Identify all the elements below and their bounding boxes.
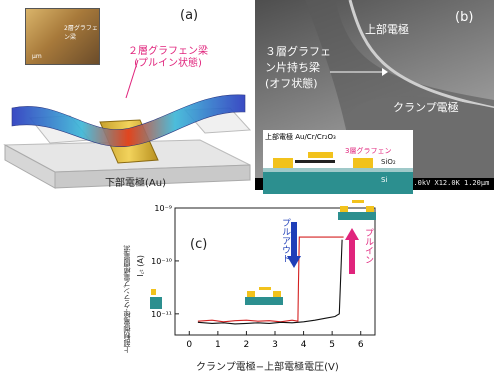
- y-tick-label: 10⁻¹⁰: [151, 257, 172, 266]
- beam-pointer: [125, 59, 139, 99]
- inset-photo: 2層グラフェン梁 μm: [25, 8, 100, 65]
- cross-si-label: Si: [381, 176, 388, 184]
- y-tick-label: 10⁻¹¹: [151, 310, 172, 319]
- panel-b-label: (b): [455, 10, 474, 25]
- pull-out-arrow: [287, 222, 301, 268]
- x-tick-label: 2: [244, 340, 250, 350]
- pull-in-label: プルイン: [363, 228, 373, 264]
- y-tick-label: 10⁻⁹: [154, 204, 172, 213]
- device-icon-pulled-out: [245, 287, 283, 305]
- panel-a: [0, 0, 255, 195]
- device-icon-pulled-in: [338, 200, 376, 220]
- y-ticks: 10⁻⁹ 10⁻¹⁰ 10⁻¹¹: [151, 204, 179, 319]
- beam-label-line2: (プルイン状態): [134, 58, 202, 69]
- device-icon-off-left: [150, 289, 162, 309]
- x-tick-label: 1: [215, 340, 221, 350]
- clamp-electrode-label: クランプ電極: [393, 101, 459, 114]
- x-tick-label: 6: [358, 340, 364, 350]
- cantilever-arrow: [330, 68, 388, 76]
- cantilever-label: ３層グラフェ ン片持ち梁 (オフ状態): [265, 44, 331, 92]
- sem-scale-text: 10.0kV X12.0K 1.20μm: [405, 179, 490, 187]
- x-tick-label: 0: [186, 340, 192, 350]
- inset-text-top: 2層グラフェン梁: [64, 25, 98, 41]
- cross-graphene-label: 3層グラフェン: [345, 147, 392, 155]
- series-group: [197, 236, 344, 325]
- series-line-1: [197, 239, 343, 325]
- cross-sio2-label: SiO₂: [381, 158, 396, 166]
- x-tick-label: 5: [329, 340, 335, 350]
- electrode-label: 下部電極(Au): [105, 178, 166, 189]
- iv-chart: 0 1 2 3 4 5 6 10⁻⁹ 10⁻¹⁰ 10⁻¹¹: [151, 204, 376, 350]
- x-tick-label: 4: [301, 340, 307, 350]
- cantilever-label-line3: (オフ状態): [265, 77, 318, 90]
- beam-label-line1: ２層グラフェン梁: [128, 46, 208, 57]
- cantilever-label-line1: ３層グラフェ: [265, 45, 331, 58]
- top-electrode-label: 上部電極: [365, 23, 409, 36]
- chart-x-label: クランプ電極−上部電極電圧(V): [196, 362, 339, 373]
- cross-electrode-label: 上部電極 Au/Cr/Cr₂O₃: [265, 133, 336, 141]
- pull-out-label: プルアウト: [280, 218, 290, 263]
- cross-section-inset: 上部電極 Au/Cr/Cr₂O₃ 3層グラフェン SiO₂ Si: [263, 130, 413, 194]
- panel-a-label: (a): [180, 8, 199, 23]
- x-ticks: 0 1 2 3 4 5 6: [186, 331, 364, 350]
- panel-c-label: (c): [190, 237, 208, 252]
- cross-section-diagram: [263, 152, 413, 194]
- device-illustration: [3, 94, 252, 189]
- cantilever-label-line2: ン片持ち梁: [265, 61, 320, 74]
- chart-side-label: 上部制御電極-クランプ電極間電流: [123, 245, 131, 353]
- beam-label: ２層グラフェン梁 (プルイン状態): [128, 46, 208, 70]
- series-line-0: [197, 236, 344, 323]
- pull-in-arrow: [345, 228, 359, 274]
- inset-scale-text: μm: [32, 53, 42, 60]
- x-tick-label: 3: [272, 340, 278, 350]
